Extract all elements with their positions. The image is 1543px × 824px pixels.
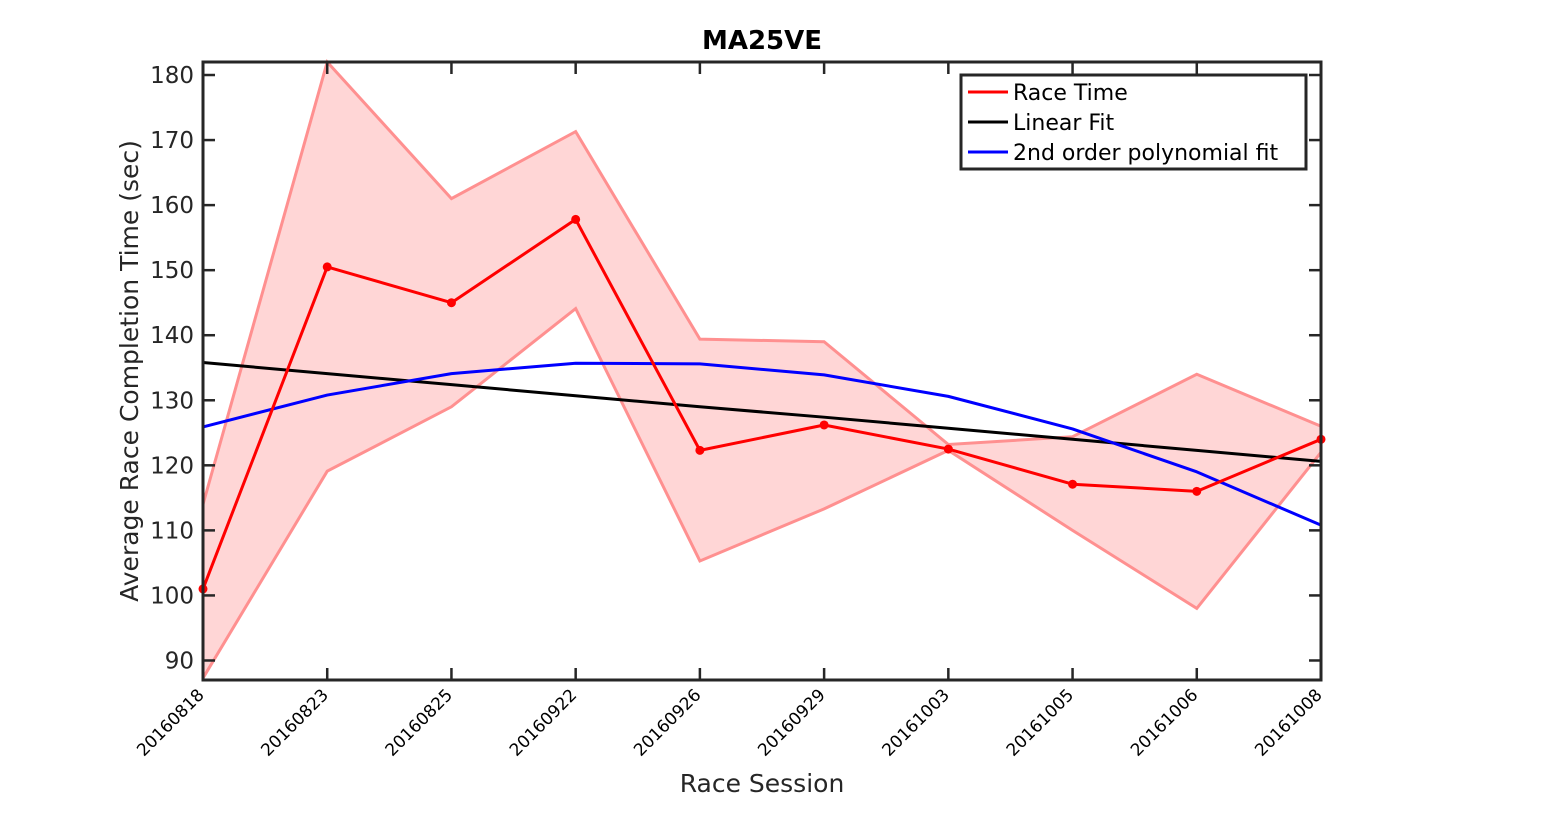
x-axis-label: Race Session [680,769,845,798]
data-point-race-time [446,298,456,308]
data-point-race-time [819,420,829,430]
y-tick-label: 140 [150,323,194,349]
legend-label-race-time: Race Time [1013,81,1128,106]
y-tick-label: 110 [150,518,194,544]
legend-label-poly-fit: 2nd order polynomial fit [1013,141,1279,166]
y-tick-label: 160 [150,193,194,219]
chart-title: MA25VE [702,26,822,56]
legend: Race Time Linear Fit 2nd order polynomia… [959,73,1308,171]
y-tick-label: 90 [165,648,194,674]
data-point-race-time [695,445,705,455]
data-point-race-time [943,444,953,454]
data-point-race-time [1068,479,1078,489]
y-tick-label: 100 [150,583,194,609]
band-lower-line [201,306,1323,679]
y-tick-label: 180 [150,63,194,89]
series-line-2nd-order-polynomial-fit [202,361,1322,527]
band-upper-line [201,58,1322,505]
y-tick-label: 170 [150,128,194,154]
data-point-race-time [322,262,332,272]
series-line-linear-fit [202,361,1322,463]
data-point-race-time [1192,486,1202,496]
y-axis-label: Average Race Completion Time (sec) [115,140,144,602]
legend-box [959,73,1308,171]
series-layer [198,214,1326,594]
y-tick-label: 150 [150,258,194,284]
legend-label-linear-fit: Linear Fit [1013,111,1115,136]
y-tick-label: 130 [150,388,194,414]
y-tick-label: 120 [150,453,194,479]
axes-box [201,60,1323,682]
series-line-race-time [201,217,1322,590]
data-point-race-time [571,214,581,224]
